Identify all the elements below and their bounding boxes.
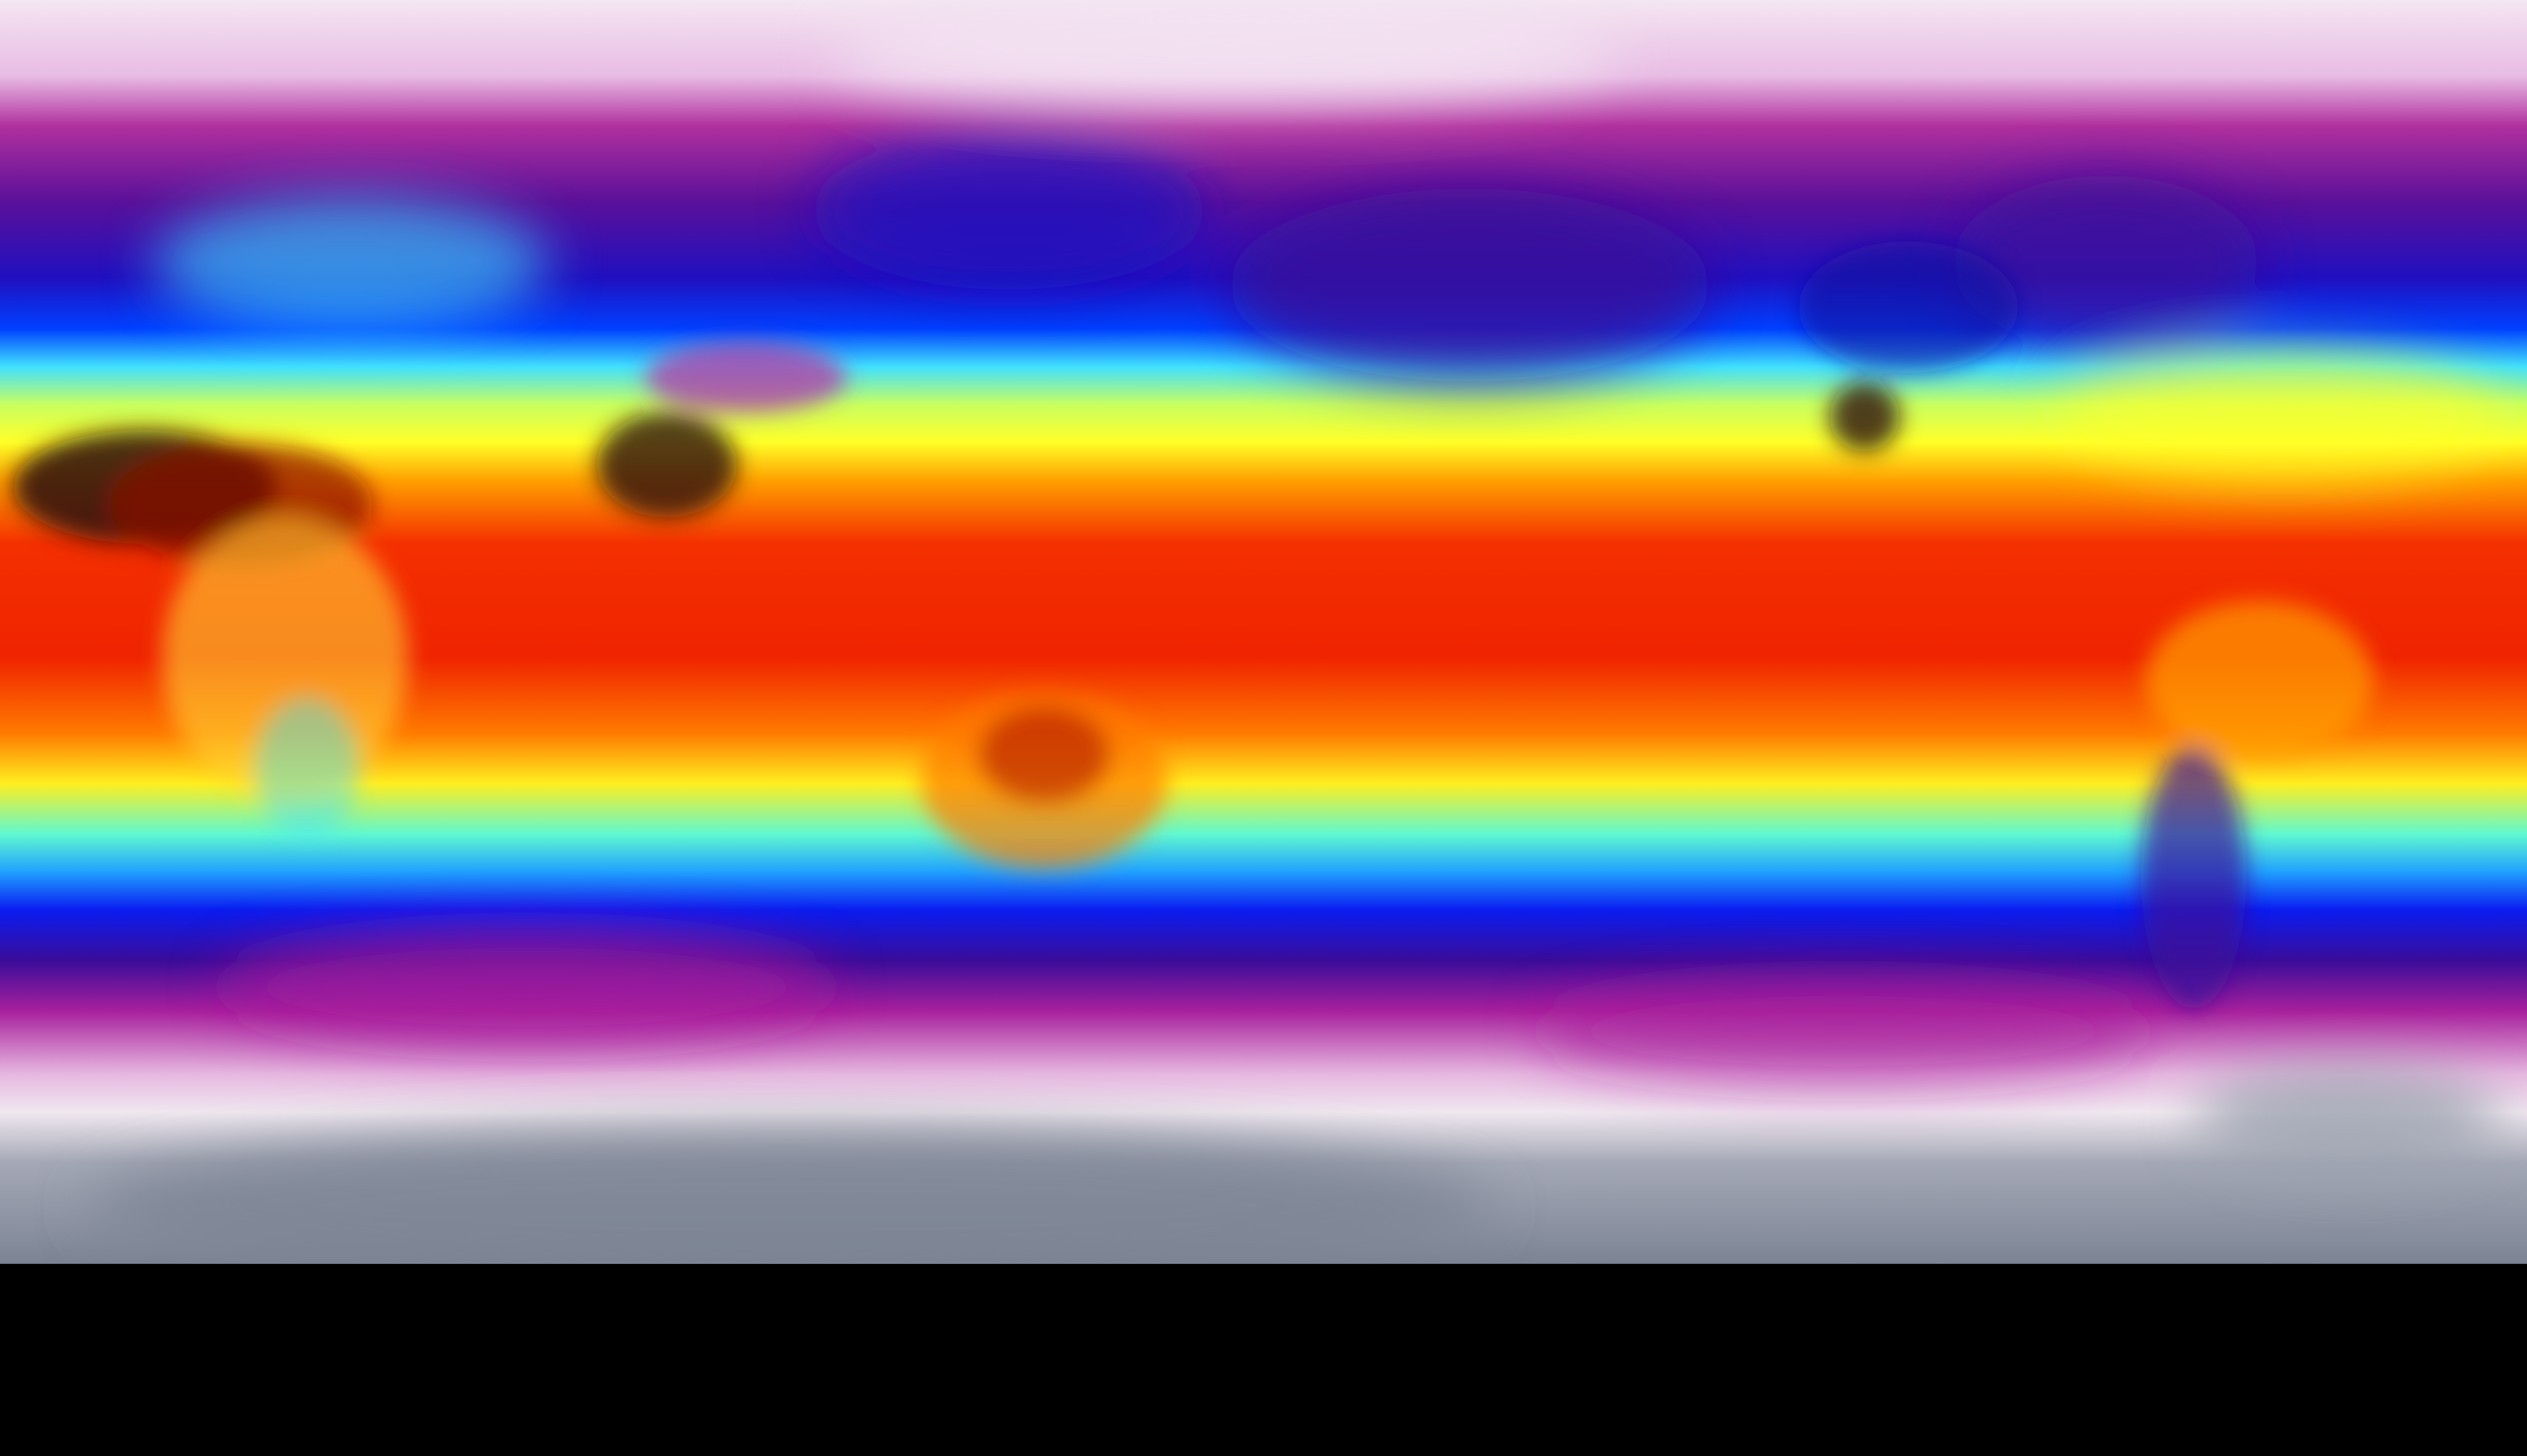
southern-features: [88, 930, 2501, 1264]
south-america-region: [2145, 601, 2374, 759]
india-region: [596, 412, 737, 518]
tibet-region: [645, 342, 847, 412]
antarctica-region: [88, 1127, 1491, 1264]
land-hot-regions: [13, 241, 2374, 1009]
north-america-region: [1799, 241, 2019, 373]
northern-features: [153, 0, 2501, 483]
global-temperature-map: [0, 0, 2527, 1264]
mexico-region: [1829, 382, 1900, 452]
